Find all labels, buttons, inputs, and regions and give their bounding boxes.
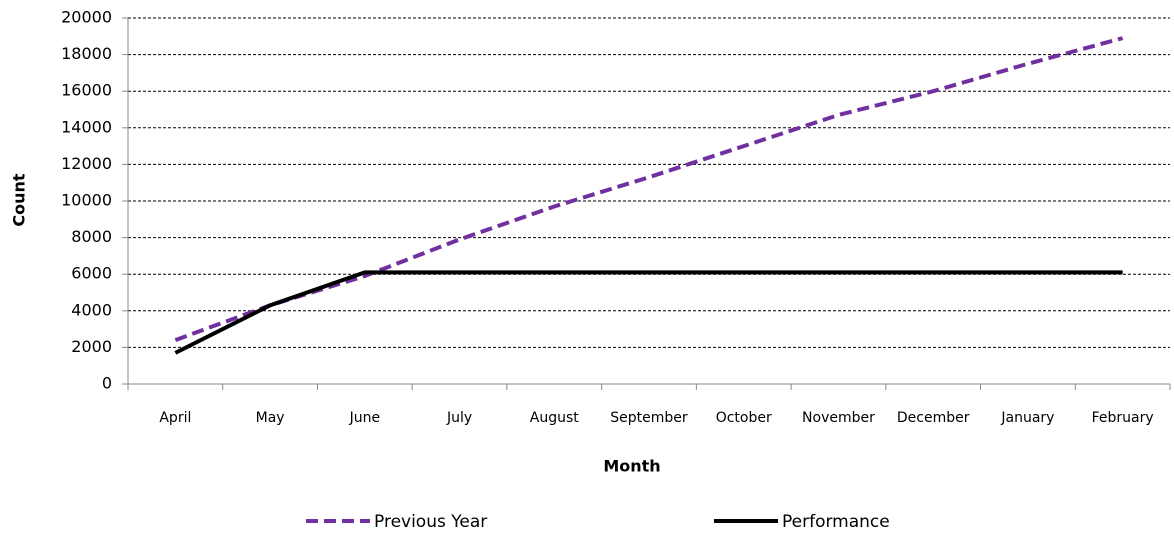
y-tick-label: 18000 xyxy=(61,44,112,63)
x-tick-label: September xyxy=(610,410,688,426)
x-tick-label: November xyxy=(802,410,875,426)
series-line xyxy=(174,36,1124,342)
legend-label: Previous Year xyxy=(374,512,487,532)
x-tick-label: April xyxy=(159,410,191,426)
x-tick-label: June xyxy=(349,410,381,426)
x-tick-label: January xyxy=(1000,410,1054,426)
x-tick-label: December xyxy=(897,410,970,426)
x-tick-label: October xyxy=(716,410,772,426)
y-tick-label: 8000 xyxy=(71,227,112,246)
x-tick-label: May xyxy=(256,410,285,426)
x-tick-label: July xyxy=(446,410,472,426)
y-tick-label: 2000 xyxy=(71,337,112,356)
y-tick-label: 20000 xyxy=(61,8,112,27)
y-tick-label: 6000 xyxy=(71,264,112,283)
legend-label: Performance xyxy=(782,512,890,532)
x-tick-label: August xyxy=(530,410,580,426)
y-tick-label: 16000 xyxy=(61,81,112,100)
y-tick-label: 10000 xyxy=(61,191,112,210)
y-tick-label: 0 xyxy=(102,374,112,393)
y-tick-label: 12000 xyxy=(61,154,112,173)
y-axis-title: Count xyxy=(10,173,29,227)
y-tick-label: 4000 xyxy=(71,300,112,319)
x-axis-title: Month xyxy=(603,457,660,476)
x-tick-label: February xyxy=(1092,410,1154,426)
series-line xyxy=(174,270,1123,355)
y-tick-label: 14000 xyxy=(61,117,112,136)
